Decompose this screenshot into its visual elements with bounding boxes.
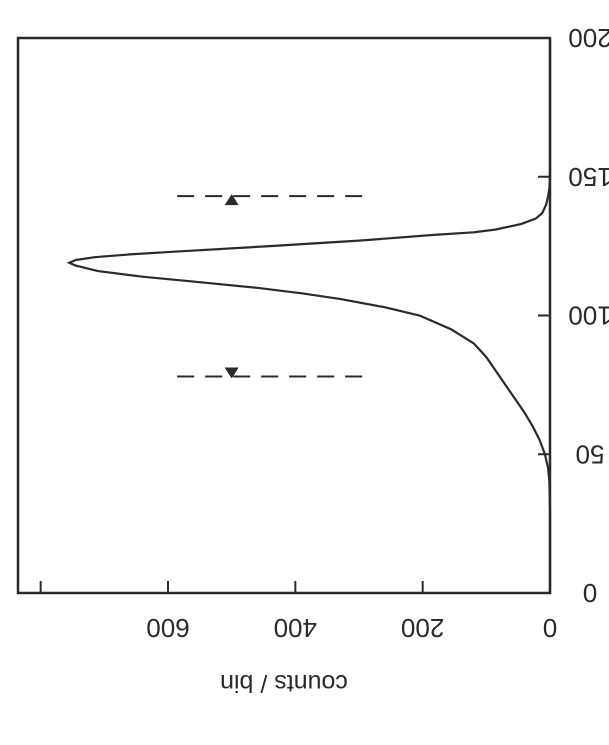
x-tick-label-2: 100: [568, 301, 609, 331]
x-tick-label-0: 0: [583, 578, 597, 608]
cut-lines: [168, 195, 363, 378]
y-tick-label-2: 400: [274, 613, 317, 643]
x-tick-label-1: 50: [576, 439, 605, 469]
x-tick-label-4: 200: [568, 23, 609, 53]
axis-ticks: [39, 37, 551, 594]
arrow-markers: [224, 194, 239, 379]
axis-tick-labels: 0 50 100 150 200 0 200 400 600: [146, 23, 609, 643]
arrow-marker-1: [224, 194, 239, 206]
plot-frame: [16, 36, 552, 595]
arrow-marker-0: [224, 367, 239, 379]
series-line: [66, 38, 552, 593]
y-tick-label-3: 600: [146, 613, 189, 643]
y-axis-title: counts / bin: [220, 669, 348, 697]
y-tick-label-1: 200: [401, 613, 444, 643]
y-tick-label-0: 0: [543, 613, 557, 643]
x-tick-label-3: 150: [568, 162, 609, 192]
